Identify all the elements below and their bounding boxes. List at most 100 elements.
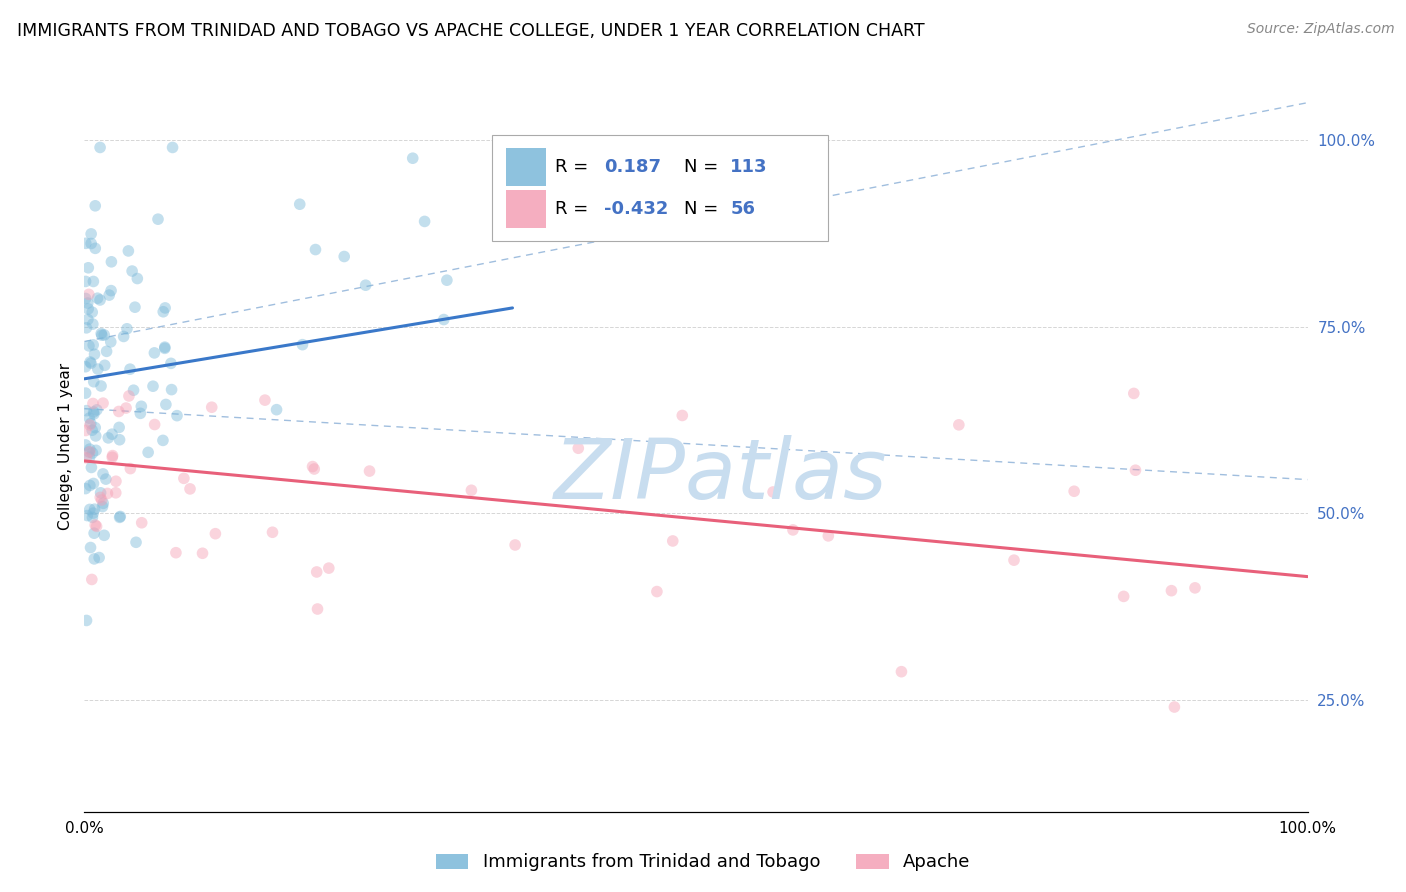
Point (1184, 581, 1206, 595)
Point (79, 411, 101, 425)
Text: R =: R = (555, 158, 589, 176)
Point (160, 383, 183, 397)
Point (79, 450, 101, 465)
Point (817, 529, 839, 543)
Point (79, 541, 101, 555)
Point (90, 379, 112, 393)
Point (118, 362, 141, 376)
Point (1122, 386, 1144, 401)
Point (1163, 700, 1185, 714)
Point (107, 404, 129, 418)
Point (413, 214, 436, 228)
Point (98, 288, 121, 302)
Point (153, 340, 176, 354)
Point (122, 383, 145, 397)
Point (83, 552, 105, 566)
FancyBboxPatch shape (492, 135, 828, 241)
Point (76, 614, 98, 628)
Point (162, 140, 184, 154)
Point (166, 409, 188, 423)
Point (83, 526, 105, 541)
Point (359, 464, 381, 478)
Text: -0.432: -0.432 (605, 200, 669, 218)
Point (1160, 583, 1182, 598)
Point (79, 502, 101, 516)
Point (165, 546, 187, 560)
Point (84, 241, 107, 255)
Point (80, 417, 103, 431)
Point (101, 449, 124, 463)
Point (82, 338, 104, 352)
Point (87, 362, 110, 376)
Point (1002, 553, 1025, 567)
Point (79, 445, 101, 459)
Point (91, 496, 114, 510)
Point (79, 478, 101, 492)
Point (307, 602, 329, 616)
Point (84, 199, 107, 213)
Point (79, 442, 101, 457)
Text: 56: 56 (730, 200, 755, 218)
Point (204, 526, 226, 541)
Point (108, 510, 131, 524)
Point (304, 243, 326, 257)
Point (146, 212, 169, 227)
Point (110, 509, 132, 524)
Point (112, 329, 135, 343)
Point (125, 535, 148, 549)
Point (460, 483, 482, 498)
Point (93, 528, 115, 542)
Point (89, 140, 111, 154)
Point (96, 344, 118, 359)
Point (82, 506, 104, 520)
Point (948, 417, 970, 432)
Point (100, 255, 122, 269)
Point (94, 472, 117, 486)
Point (76, 296, 98, 310)
Point (90, 493, 112, 508)
Point (75, 424, 97, 438)
Point (143, 417, 166, 432)
Point (108, 433, 131, 447)
Point (75, 274, 97, 288)
Point (143, 346, 166, 360)
Point (115, 322, 138, 336)
Point (75, 482, 97, 496)
Point (82, 317, 104, 331)
Point (354, 278, 377, 293)
Point (89, 491, 111, 505)
Point (82, 396, 104, 410)
Point (90, 326, 112, 341)
Point (80, 460, 103, 475)
Point (75, 438, 97, 452)
Point (91, 396, 114, 410)
Point (645, 584, 668, 599)
Point (100, 334, 122, 349)
Point (160, 356, 183, 370)
Point (84, 518, 107, 533)
Point (80, 236, 103, 251)
Point (77, 445, 100, 459)
Point (890, 665, 912, 679)
Point (118, 389, 141, 403)
Point (83, 375, 105, 389)
Point (75, 403, 97, 417)
Point (83, 405, 105, 419)
Point (782, 523, 804, 537)
Point (142, 379, 165, 393)
Point (191, 546, 214, 560)
Point (83, 502, 105, 516)
Point (76, 508, 98, 523)
Point (433, 312, 456, 326)
Point (1063, 484, 1085, 499)
Point (83, 347, 105, 361)
Point (77, 301, 100, 316)
Point (152, 434, 174, 448)
Point (84, 443, 107, 458)
Point (89, 293, 111, 307)
Point (75, 236, 97, 251)
Point (503, 538, 526, 552)
Text: 113: 113 (730, 158, 768, 176)
Point (80, 573, 103, 587)
Point (84, 429, 107, 443)
